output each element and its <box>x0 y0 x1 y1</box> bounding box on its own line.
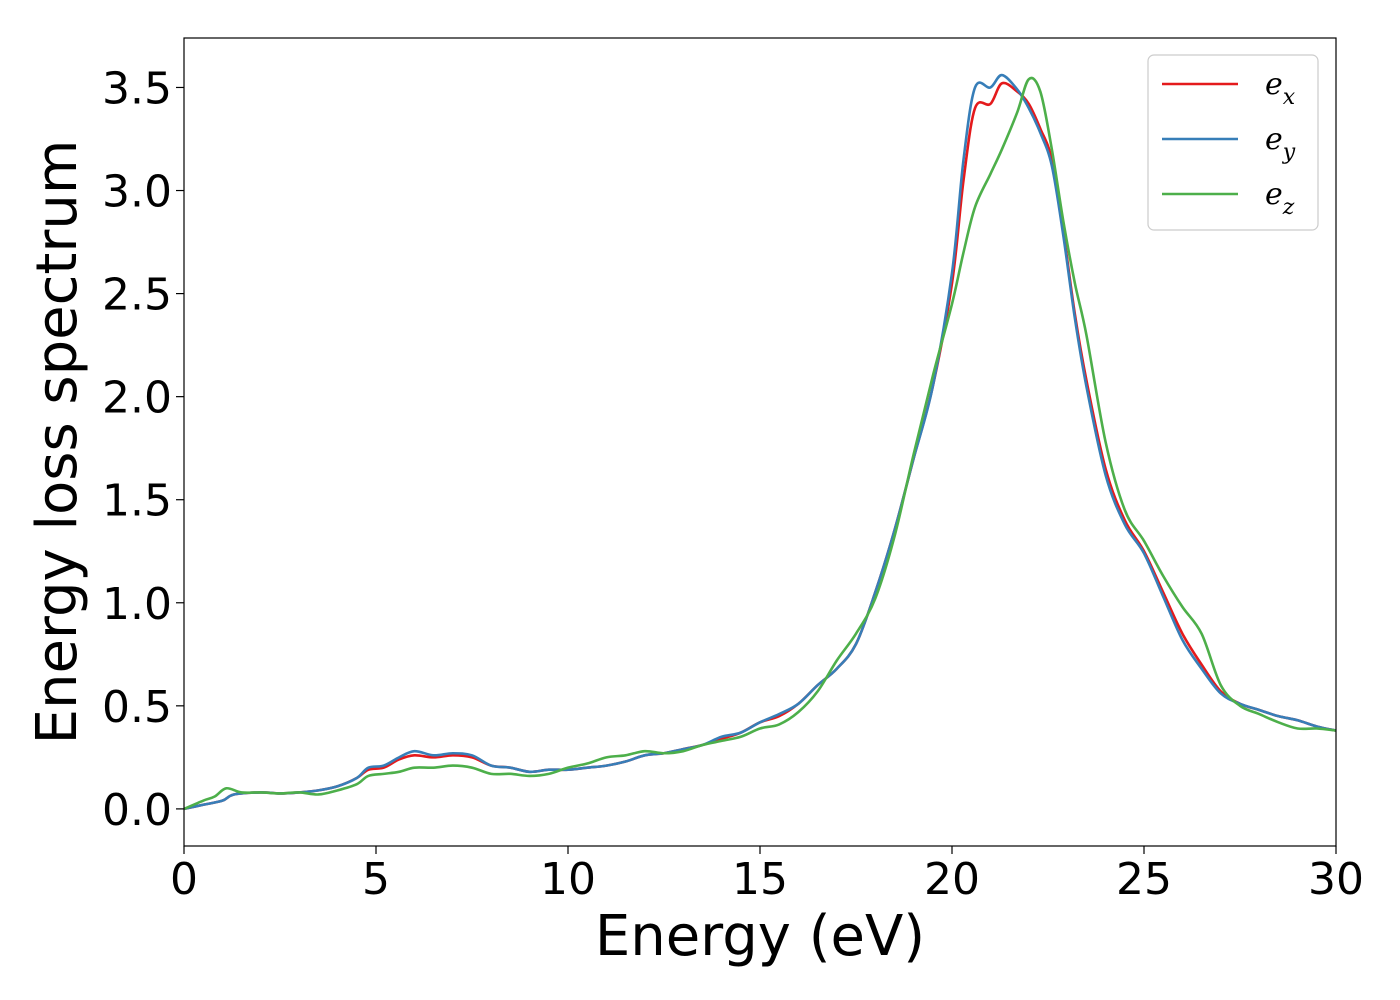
x-tick-label: 25 <box>1116 854 1172 905</box>
legend-label-ey: ey <box>1265 122 1296 165</box>
x-axis-title: Energy (eV) <box>595 904 925 969</box>
series-line-ez <box>183 76 1337 811</box>
legend-label-base: e <box>1265 67 1283 102</box>
legend-label-ex: ex <box>1265 67 1296 110</box>
x-axis: 0 5 10 15 20 25 30 <box>170 846 1364 905</box>
legend-box <box>1147 54 1319 231</box>
y-axis-title: Energy loss spectrum <box>25 140 90 745</box>
x-tick-label: 15 <box>732 854 788 905</box>
y-tick-label: 0.5 <box>102 682 172 733</box>
x-tick-label: 5 <box>362 854 390 905</box>
legend-label-base: e <box>1265 122 1283 157</box>
x-tick-label: 10 <box>540 854 596 905</box>
y-tick-label: 2.0 <box>102 373 172 424</box>
legend-label-base: e <box>1265 177 1283 212</box>
x-tick-label: 0 <box>170 854 198 905</box>
legend-label-ez: ez <box>1265 177 1295 220</box>
x-tick-label: 30 <box>1308 854 1364 905</box>
y-tick-label: 0.0 <box>102 785 172 836</box>
y-axis: 0.0 0.5 1.0 1.5 2.0 2.5 3.0 3.5 <box>102 63 184 836</box>
y-tick-label: 3.5 <box>102 63 172 114</box>
y-tick-label: 1.0 <box>102 579 172 630</box>
series-line-ey <box>183 73 1337 811</box>
plot-lines <box>183 73 1337 811</box>
y-tick-label: 3.0 <box>102 167 172 218</box>
y-tick-label: 1.5 <box>102 476 172 527</box>
legend-label-subscript: z <box>1282 195 1295 220</box>
y-tick-label: 2.5 <box>102 270 172 321</box>
x-tick-label: 20 <box>924 854 980 905</box>
legend-label-subscript: y <box>1282 140 1296 165</box>
legend-label-subscript: x <box>1283 85 1296 110</box>
